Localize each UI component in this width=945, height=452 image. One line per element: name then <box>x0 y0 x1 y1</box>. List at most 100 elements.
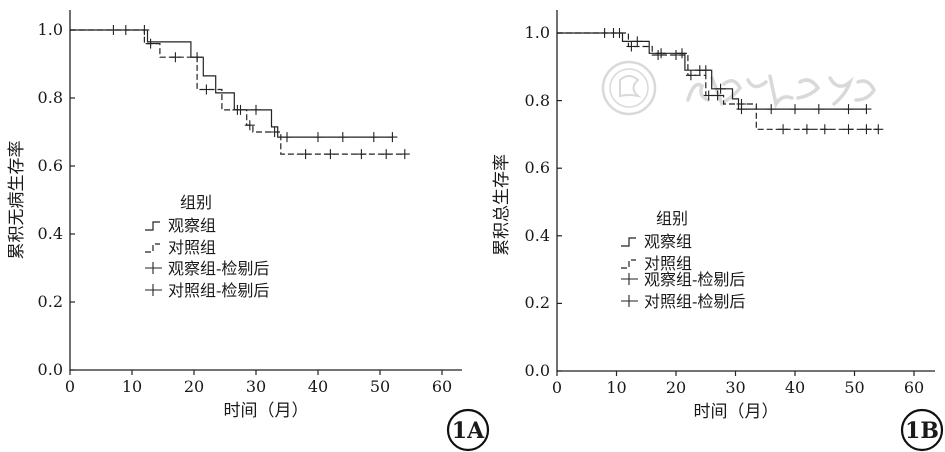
panel-a-legend-label: 观察组-检剔后 <box>168 259 269 278</box>
panel-a-x-tick-label: 10 <box>122 377 142 396</box>
panel-a-x-tick-label: 40 <box>308 377 328 396</box>
panel-b-censor-mark-control <box>703 90 714 101</box>
panel-a-y-tick-label: 0.2 <box>38 292 63 311</box>
panel-b-censor-mark-observation <box>861 104 872 115</box>
panel-b-legend-label: 观察组 <box>644 232 692 251</box>
panel-b-legend-label: 对照组-检剔后 <box>644 292 745 311</box>
panel-b-censor-mark-observation <box>632 36 643 47</box>
panel-a-censor-mark-control <box>399 149 410 160</box>
panel-a-legend: 组别 观察组 对照组 观察组-检剔后 对照组-检剔后 <box>145 193 269 300</box>
panel-b-censor-mark-control <box>778 124 789 135</box>
panel-a-legend-swatch-dashed <box>145 243 160 253</box>
panel-a-censor-mark-observation <box>387 132 398 143</box>
panel-b-censor-mark-observation <box>843 104 854 115</box>
panel-b-censor-mark-observation <box>700 65 711 76</box>
panel-b-x-tick-label: 60 <box>904 378 924 397</box>
panel-b-censor-mark-observation <box>813 104 824 115</box>
panel-b-label: 1B <box>905 418 939 444</box>
panel-b-y-ticks: 0.0 0.2 0.4 0.6 0.8 1.0 <box>525 23 562 380</box>
panel-b-censor-mark-control <box>685 70 696 81</box>
panel-b-y-tick-label: 0.2 <box>525 293 550 312</box>
panel-b-censor-mark-control <box>626 41 637 52</box>
panel-a-x-tick-label: 30 <box>246 377 266 396</box>
panel-b-censor-mark-control <box>671 50 681 60</box>
panel-b-axes <box>556 10 935 372</box>
panel-b-censor-mark-control <box>843 124 854 135</box>
panel-b-legend-title: 组别 <box>656 209 688 228</box>
panel-a-x-ticks: 0 10 20 30 40 50 60 <box>65 370 452 396</box>
panel-b-censor-mark-control <box>653 50 664 60</box>
panel-b-censor-mark-control <box>712 90 723 101</box>
panel-b-censor-mark-observation <box>715 83 726 94</box>
panel-a-censor-mark-observation <box>368 132 379 143</box>
panel-b-censor-mark-control <box>861 124 872 135</box>
panel-a-censor-mark-control <box>232 104 243 115</box>
panel-b-x-tick-label: 40 <box>785 378 805 397</box>
panel-a-x-tick-label: 60 <box>432 377 452 396</box>
panel-b-legend-swatch-censor <box>621 295 638 307</box>
panel-a-censor-mark-control <box>300 149 311 160</box>
panel-a-censor-mark-control <box>201 84 212 95</box>
panel-a-censor-mark-control <box>325 149 336 160</box>
panel-b-censor-mark-control <box>801 124 812 135</box>
panel-b-x-tick-label: 50 <box>844 378 864 397</box>
panel-a-censor-mark-observation <box>282 132 292 143</box>
panel-b-x-ticks: 0 10 20 30 40 50 60 <box>552 371 924 397</box>
panel-a-y-tick-label: 1.0 <box>38 20 63 39</box>
panel-a-censor-mark-control <box>170 52 181 63</box>
panel-b-censor-mark-observation <box>790 104 800 115</box>
panel-a-censor-mark-control <box>269 127 280 137</box>
panel-b-y-axis-title: 累积总生存率 <box>492 154 512 256</box>
panel-b-censor-mark-control <box>873 124 884 135</box>
panel-b-series-line-control <box>557 32 879 130</box>
panel-b-series-line-observation <box>557 32 867 110</box>
panel-a-y-ticks: 0.0 0.2 0.4 0.6 0.8 1.0 <box>38 20 75 379</box>
panel-a-axes <box>69 10 462 371</box>
panel-a-legend-swatch-solid <box>145 221 160 231</box>
panel-b-y-tick-label: 0.8 <box>525 91 550 110</box>
panel-b-x-tick-label: 20 <box>666 378 686 397</box>
panel-a-label-badge: 1A <box>446 408 490 452</box>
panel-a-censor-mark-control <box>356 149 367 160</box>
panel-a-legend-swatch-censor <box>145 284 162 296</box>
panel-b-legend-label: 对照组 <box>644 254 692 273</box>
panel-a-legend-label: 对照组-检剔后 <box>168 281 269 300</box>
panel-a-legend-label: 对照组 <box>168 238 216 257</box>
watermark <box>601 60 876 116</box>
panel-a-legend-label: 观察组 <box>168 216 216 235</box>
panel-b-label-badge: 1B <box>900 408 944 452</box>
panel-b: 0.0 0.2 0.4 0.6 0.8 1.0 0 10 20 30 40 50… <box>492 10 944 452</box>
panel-a-y-tick-label: 0.6 <box>38 156 63 175</box>
panel-b-legend-swatch-dashed <box>621 259 636 269</box>
panel-a-label: 1A <box>452 418 485 444</box>
panel-a: 0.0 0.2 0.4 0.6 0.8 1.0 0 10 20 30 40 50… <box>7 10 490 452</box>
panel-a-x-tick-label: 50 <box>370 377 390 396</box>
panel-a-censor-mark-control <box>381 149 392 160</box>
panel-b-x-axis-title: 时间（月） <box>694 402 779 422</box>
panel-b-legend-swatch-solid <box>621 237 636 247</box>
panel-a-plot-area <box>70 25 410 160</box>
panel-a-censor-mark-observation <box>313 132 323 143</box>
panel-a-censor-mark-observation <box>337 132 348 143</box>
panel-a-series-line-control <box>70 29 405 155</box>
panel-b-x-tick-label: 0 <box>552 378 562 397</box>
panel-a-censor-mark-observation <box>251 104 261 115</box>
panel-a-y-tick-label: 0.8 <box>38 88 63 107</box>
panel-a-y-tick-label: 0.0 <box>38 360 63 379</box>
panel-a-y-axis-title: 累积无病生存率 <box>7 141 27 260</box>
panel-b-legend-label: 观察组-检剔后 <box>644 270 745 289</box>
panel-a-x-axis-title: 时间（月） <box>224 401 309 421</box>
panel-a-legend-title: 组别 <box>180 193 212 212</box>
panel-b-y-tick-label: 0.6 <box>525 158 550 177</box>
panel-a-series-line-observation <box>70 29 393 138</box>
panel-b-x-tick-label: 10 <box>606 378 626 397</box>
panel-b-y-tick-label: 0.4 <box>525 226 550 245</box>
panel-b-x-tick-label: 30 <box>725 378 745 397</box>
panel-b-y-tick-label: 0.0 <box>525 361 550 380</box>
panel-b-plot-area <box>557 28 884 135</box>
panel-b-y-tick-label: 1.0 <box>525 23 550 42</box>
panel-a-x-tick-label: 20 <box>184 377 204 396</box>
panel-a-x-tick-label: 0 <box>65 377 75 396</box>
panel-b-censor-mark-control <box>736 99 747 109</box>
